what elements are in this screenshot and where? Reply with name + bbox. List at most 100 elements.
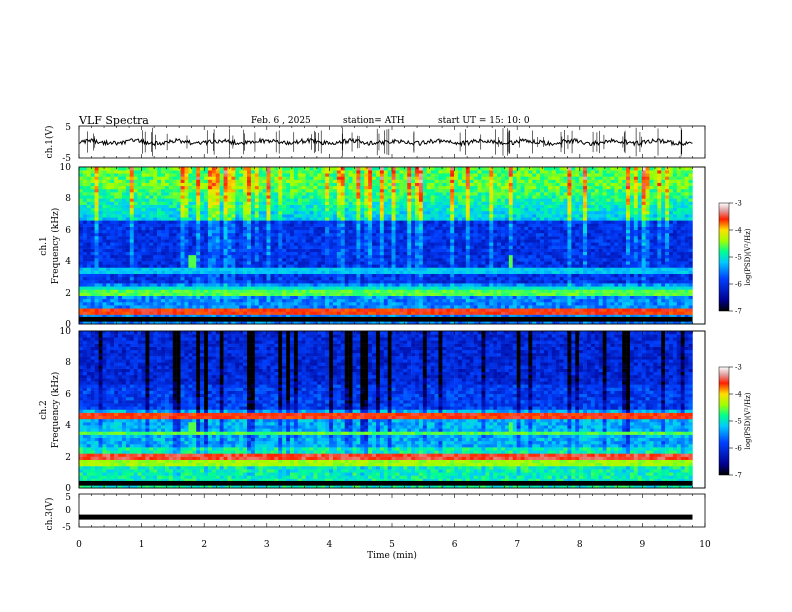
spectrogram-cell — [254, 182, 259, 187]
spectrogram-cell — [274, 195, 279, 199]
spectrogram-cell — [325, 314, 330, 318]
spectrogram-cell — [403, 223, 408, 227]
spectrogram-cell — [125, 232, 131, 237]
spectrogram-cell — [94, 239, 99, 243]
spectrogram-cell — [157, 198, 162, 202]
spectrogram-cell — [258, 276, 263, 281]
spectrogram-cell — [239, 251, 244, 256]
spectrogram-cell — [395, 254, 400, 259]
spectrogram-cell — [352, 210, 357, 215]
spectrogram-cell — [438, 286, 443, 290]
spectrogram-cell — [145, 167, 150, 171]
spectrogram-cell — [305, 195, 310, 199]
spectrogram-cell — [368, 195, 373, 199]
spectrogram-cell — [204, 258, 209, 262]
spectrogram-cell — [411, 251, 416, 256]
spectrogram-cell — [227, 217, 232, 221]
spectrogram-cell — [270, 195, 275, 199]
spectrogram-cell — [426, 229, 431, 234]
spectrogram-cell — [86, 239, 91, 243]
station-label: station= ATH — [343, 116, 405, 126]
spectrogram-cell — [415, 192, 420, 196]
spectrogram-cell — [200, 176, 205, 180]
spectrogram-cell — [278, 210, 283, 215]
spectrogram-cell — [188, 210, 193, 215]
spectrogram-cell — [254, 201, 259, 205]
spectrogram-cell — [188, 182, 193, 187]
spectrogram-cell — [270, 198, 275, 202]
spectrogram-cell — [207, 217, 213, 221]
spectrogram-cell — [336, 264, 342, 268]
spectrogram-cell — [461, 292, 467, 296]
spectrogram-cell — [375, 236, 381, 240]
spectrogram-cell — [239, 217, 244, 221]
spectrogram-cell — [458, 302, 463, 306]
spectrogram-cell — [344, 254, 349, 259]
spectrogram-cell — [125, 261, 131, 265]
spectrogram-cell — [164, 204, 170, 209]
spectrogram-cell — [110, 292, 115, 296]
spectrogram-cell — [301, 254, 306, 259]
spectrogram-cell — [180, 286, 185, 290]
spectrogram-cell — [94, 283, 99, 287]
spectrogram-cell — [379, 192, 385, 196]
spectrogram-cell — [219, 182, 224, 187]
spectrogram-cell — [231, 198, 236, 202]
spectrogram-cell — [383, 308, 388, 312]
spectrogram-cell — [332, 229, 338, 234]
spectrogram-cell — [180, 289, 185, 293]
spectrogram-cell — [407, 292, 412, 296]
spectrogram-cell — [458, 251, 463, 256]
spectrogram-cell — [313, 214, 318, 218]
spectrogram-cell — [82, 292, 88, 296]
spectrogram-cell — [325, 320, 330, 325]
spectrogram-cell — [293, 311, 299, 315]
spectrogram-cell — [282, 280, 287, 284]
spectrogram-cell — [223, 176, 228, 180]
spectrogram-cell — [200, 314, 205, 318]
spectrogram-cell — [329, 267, 334, 271]
spectrogram-cell — [313, 289, 318, 293]
spectrogram-cell — [180, 242, 185, 246]
spectrogram-cell — [254, 283, 259, 287]
spectrogram-cell — [375, 254, 381, 259]
spectrogram-cell — [375, 251, 381, 256]
spectrogram-cell — [258, 267, 263, 271]
spectrogram-cell — [258, 217, 263, 221]
spectrogram-cell — [157, 220, 162, 224]
spectrogram-cell — [239, 314, 244, 318]
spectrogram-cell — [176, 179, 181, 183]
spectrogram-cell — [110, 226, 115, 231]
spectrogram-cell — [125, 298, 131, 303]
spectrogram-cell — [411, 239, 416, 243]
spectrogram-cell — [379, 167, 385, 171]
spectrogram-cell — [348, 320, 353, 325]
spectrogram-cell — [145, 264, 150, 268]
spectrogram-cell — [153, 210, 158, 215]
spectrogram-cell — [110, 242, 115, 246]
spectrogram-cell — [129, 270, 134, 275]
spectrogram-cell — [450, 198, 455, 202]
spectrogram-cell — [188, 298, 193, 303]
spectrogram-cell — [352, 311, 357, 315]
spectrogram-cell — [164, 179, 170, 183]
spectrogram-cell — [329, 232, 334, 237]
spectrogram-cell — [231, 239, 236, 243]
spectrogram-cell — [301, 267, 306, 271]
spectrogram-cell — [129, 220, 134, 224]
spectrogram-cell — [102, 167, 107, 171]
spectrogram-cell — [313, 170, 318, 174]
spectrogram-cell — [379, 176, 385, 180]
spectrogram-cell — [395, 320, 400, 325]
spectrogram-cell — [450, 295, 455, 300]
spectrogram-cell — [438, 314, 443, 318]
spectrogram-cell — [458, 286, 463, 290]
spectrogram-cell — [125, 198, 131, 202]
spectrogram-cell — [418, 201, 424, 205]
spectrogram-cell — [82, 239, 88, 243]
spectrogram-cell — [262, 245, 267, 249]
spectrogram-cell — [227, 242, 232, 246]
spectrogram-cell — [282, 214, 287, 218]
spectrogram-cell — [137, 248, 142, 253]
